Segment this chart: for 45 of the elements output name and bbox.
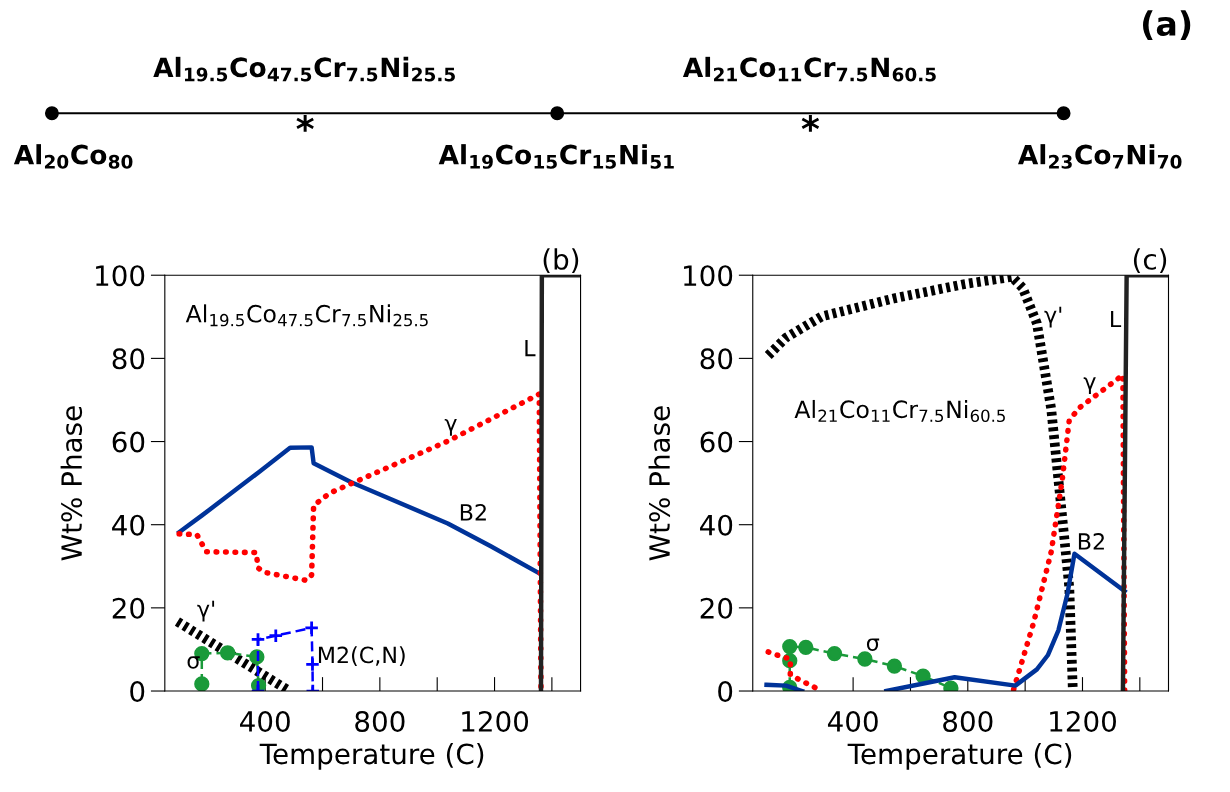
y-tick-label: 60	[700, 431, 733, 453]
text: Al$_{19.5}$Co$_{47.5}$Cr$_{7.5}$Ni$_{25.5}$	[153, 56, 455, 82]
x-axis-title: Temperature (C)	[847, 742, 1072, 770]
x-tick-label: 1200	[1050, 710, 1116, 732]
y-tick-label: 60	[112, 431, 145, 453]
x-tick-label: 400	[240, 710, 290, 732]
x-axis-title: Temperature (C)	[259, 742, 484, 770]
y-tick-label: 40	[700, 514, 733, 536]
y-tick-label: 0	[130, 680, 145, 702]
chart-title: (c)	[1133, 248, 1167, 274]
y-tick-label: 100	[684, 265, 733, 287]
y-axis-title: Wt% Phase	[648, 406, 671, 561]
text: (a)	[1143, 10, 1191, 41]
y-tick-label: 40	[112, 514, 145, 536]
series-label: γ'	[1044, 306, 1062, 328]
series-label: γ	[1083, 377, 1096, 395]
y-tick-label: 100	[96, 265, 145, 287]
x-tick-label: 800	[355, 710, 405, 732]
text: Al$_{21}$Co$_{11}$Cr$_{7.5}$N$_{60.5}$	[682, 56, 936, 82]
x-tick-label: 400	[827, 710, 878, 732]
text: *	[296, 114, 314, 132]
y-tick-label: 20	[700, 597, 733, 619]
series-label: σ	[187, 656, 200, 669]
y-tick-label: 80	[112, 348, 145, 370]
series-label: σ	[866, 638, 880, 651]
series-label: L	[1111, 310, 1122, 328]
y-tick-label: 80	[700, 348, 733, 370]
annotation: Al$_{21}$Co$_{11}$Cr$_{7.5}$Ni$_{60.5}$	[794, 399, 1005, 423]
annotation: Al$_{19.5}$Co$_{47.5}$Cr$_{7.5}$Ni$_{25.5}$	[185, 304, 428, 327]
text: Al$_{19}$Co$_{15}$Cr$_{15}$Ni$_{51}$	[438, 144, 674, 169]
text: *	[801, 114, 820, 132]
x-tick-label: 1200	[462, 710, 529, 732]
y-tick-label: 0	[718, 680, 733, 702]
series-label: M2(C,N)	[318, 646, 405, 666]
text: Al$_{20}$Co$_{80}$	[13, 144, 133, 169]
x-tick-label: 800	[943, 710, 993, 732]
series-label: γ'	[197, 600, 215, 622]
series-label: γ	[444, 418, 457, 436]
series-label: B2	[1078, 533, 1104, 550]
y-tick-label: 20	[112, 597, 145, 619]
text: Al$_{23}$Co$_{7}$Ni$_{70}$	[1018, 144, 1182, 169]
series-label: L	[525, 339, 536, 357]
chart-title: (b)	[543, 248, 579, 274]
series-label: B2	[460, 503, 486, 521]
y-axis-title: Wt% Phase	[60, 406, 83, 561]
